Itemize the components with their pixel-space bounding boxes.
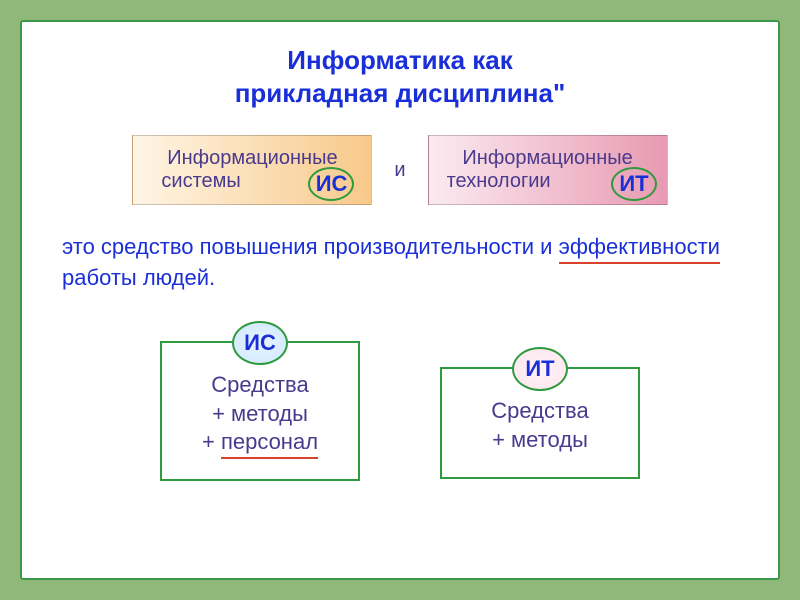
is-line3-prefix: +: [202, 429, 221, 454]
is-definition-box: ИС Средства + методы + персонал: [160, 341, 360, 481]
desc-prefix: это средство повышения производительност…: [62, 234, 559, 259]
desc-suffix: работы людей.: [62, 265, 215, 290]
is-line3: + персонал: [184, 428, 336, 459]
it-badge-text: ИТ: [525, 355, 554, 384]
circle-icon: [308, 167, 354, 201]
is-badge: ИС: [232, 321, 288, 365]
top-row: Информационные системы ИС и Информационн…: [62, 135, 738, 205]
is-badge-text: ИС: [244, 329, 276, 358]
info-tech-box: Информационные технологии ИТ: [428, 135, 668, 205]
it-badge: ИТ: [512, 347, 568, 391]
it-line2: + методы: [464, 426, 616, 455]
info-tech-abbr: ИТ: [619, 171, 648, 196]
info-systems-box: Информационные системы ИС: [132, 135, 372, 205]
is-line1: Средства: [184, 371, 336, 400]
title-line2: прикладная дисциплина": [62, 77, 738, 110]
bottom-row: ИС Средства + методы + персонал ИТ Средс…: [62, 341, 738, 481]
description: это средство повышения производительност…: [62, 233, 738, 291]
it-line1: Средства: [464, 397, 616, 426]
info-systems-line1: Информационные: [167, 147, 337, 170]
page-title: Информатика как прикладная дисциплина": [62, 44, 738, 109]
title-line1: Информатика как: [62, 44, 738, 77]
it-definition-box: ИТ Средства + методы: [440, 367, 640, 479]
desc-underlined: эффективности: [559, 233, 720, 264]
info-tech-line1: Информационные: [462, 147, 632, 170]
circle-icon: [611, 167, 657, 201]
is-line2: + методы: [184, 400, 336, 429]
info-systems-line2: системы: [161, 170, 240, 193]
is-line3-underlined: персонал: [221, 428, 318, 459]
info-tech-line2: технологии: [447, 170, 551, 193]
info-systems-abbr: ИС: [316, 171, 348, 196]
card: Информатика как прикладная дисциплина" И…: [20, 20, 780, 580]
conjunction: и: [394, 159, 405, 182]
